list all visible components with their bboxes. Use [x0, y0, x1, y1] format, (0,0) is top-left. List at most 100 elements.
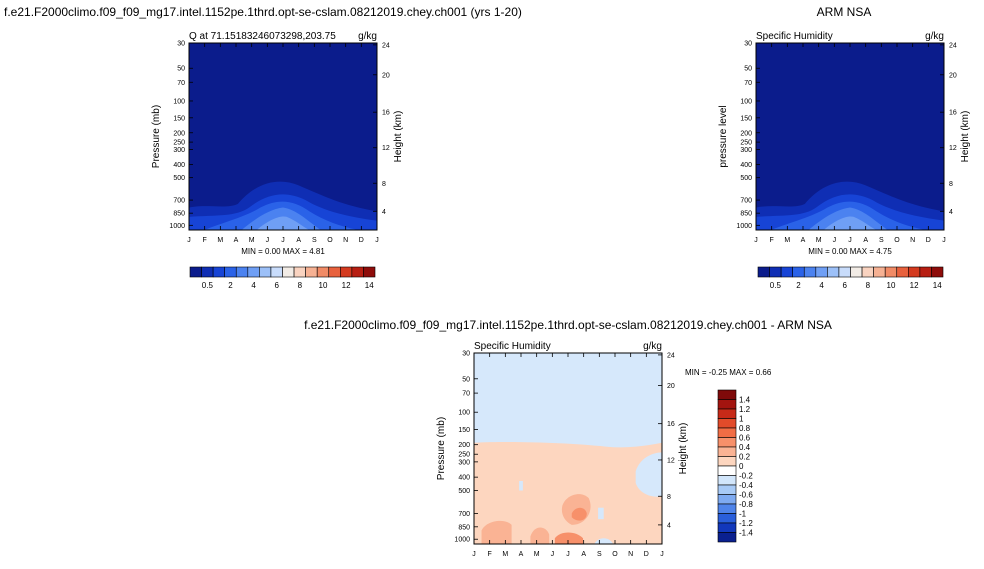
y-tick-label: 700 [740, 198, 752, 205]
colorbar-swatch [717, 456, 737, 467]
colorbar-swatch [769, 266, 782, 278]
y-axis-label: Pressure (mb) [436, 417, 447, 480]
y2-tick-label: 4 [949, 209, 953, 216]
colorbar-swatch [717, 408, 737, 419]
y-tick-label: 300 [458, 459, 470, 466]
x-tick-label: O [327, 237, 333, 244]
y-tick-label: 30 [744, 41, 752, 48]
colorbar-swatch [803, 266, 817, 278]
y-tick-label: 700 [458, 511, 470, 518]
x-tick-label: A [863, 237, 868, 244]
colorbar-label: -1.2 [739, 519, 753, 528]
colorbar-swatch [189, 266, 202, 278]
panel-diff-q: Specific Humidity g/kg J F M A M J J A S O N D J 30 50 70… [436, 341, 772, 558]
y2-tick-label: 8 [667, 494, 671, 501]
colorbar-label: 10 [319, 281, 328, 290]
colorbar-label: 4 [251, 281, 256, 290]
colorbar-swatch [884, 266, 898, 278]
x-tick-label: J [833, 237, 837, 244]
colorbar-label: 6 [274, 281, 279, 290]
colorbar-swatch [717, 437, 737, 448]
colorbar-swatch [351, 266, 364, 278]
y-tick-label: 1000 [454, 537, 470, 544]
y2-axis-label: Height (km) [393, 111, 404, 163]
colorbar-label: 0.8 [739, 424, 751, 433]
x-tick-label: N [343, 237, 348, 244]
stats-label: MIN = 0.00 MAX = 4.81 [241, 247, 325, 256]
x-tick-label: J [472, 551, 476, 558]
x-tick-label: D [644, 551, 649, 558]
colorbar-label: 2 [228, 281, 233, 290]
colorbar-swatch [305, 266, 318, 278]
x-tick-label: D [359, 237, 364, 244]
colorbar-swatch [717, 503, 737, 514]
y-tick-label: 850 [740, 211, 752, 218]
y2-tick-label: 20 [382, 72, 390, 79]
y2-tick-label: 16 [667, 421, 675, 428]
colorbar-swatch [717, 389, 737, 400]
colorbar-label: 12 [342, 281, 351, 290]
y2-tick-label: 16 [949, 110, 957, 117]
y-tick-label: 50 [462, 376, 470, 383]
colorbar-swatch [757, 266, 770, 278]
colorbar-swatch [908, 266, 921, 278]
colorbar-swatch [340, 266, 353, 278]
y-tick-label: 850 [173, 211, 185, 218]
y-axis-label: Pressure (mb) [151, 105, 162, 168]
colorbar-swatch [717, 522, 737, 533]
y-tick-label: 400 [173, 162, 185, 169]
colorbar-label: 10 [887, 281, 896, 290]
y2-tick-label: 16 [382, 110, 390, 117]
colorbar-label: 4 [819, 281, 824, 290]
colorbar-swatch [931, 266, 944, 278]
negative-spot [519, 480, 523, 491]
x-tick-label: M [249, 237, 255, 244]
positive-blob [554, 532, 584, 544]
y-tick-label: 850 [458, 524, 470, 531]
colorbar-swatch [717, 399, 737, 410]
x-tick-label: D [926, 237, 931, 244]
contour-level-5 [823, 216, 877, 230]
y-tick-label: 250 [458, 452, 470, 459]
colorbar-swatch [224, 266, 237, 278]
y2-tick-label: 4 [667, 522, 671, 529]
colorbar-label: 1.4 [739, 396, 751, 405]
colorbar-swatch [717, 465, 737, 476]
y-tick-label: 50 [744, 66, 752, 73]
x-tick-label: M [784, 237, 790, 244]
y2-tick-label: 24 [949, 42, 957, 49]
y-tick-label: 30 [177, 41, 185, 48]
x-tick-label: A [801, 237, 806, 244]
colorbar-swatch [717, 418, 737, 429]
x-tick-label: J [754, 237, 758, 244]
positive-blob [481, 520, 512, 544]
colorbar-swatch [815, 266, 828, 278]
colorbar-label: 0.5 [202, 281, 214, 290]
x-tick-label: N [628, 551, 633, 558]
colorbar-swatch [827, 266, 840, 278]
y-tick-label: 400 [740, 162, 752, 169]
y2-tick-label: 24 [382, 42, 390, 49]
x-tick-label: J [266, 237, 270, 244]
x-tick-label: J [375, 237, 379, 244]
units-label: g/kg [643, 341, 662, 352]
colorbar-swatch [792, 266, 805, 278]
colorbar-swatch [201, 266, 214, 278]
positive-core [571, 507, 587, 521]
y-tick-label: 70 [744, 80, 752, 87]
y-tick-label: 50 [177, 66, 185, 73]
x-tick-label: S [312, 237, 317, 244]
units-label: g/kg [358, 31, 377, 42]
x-tick-label: A [296, 237, 301, 244]
colorbar-swatch [328, 266, 341, 278]
y2-axis-label: Height (km) [678, 423, 689, 475]
y-tick-label: 150 [740, 115, 752, 122]
x-tick-label: M [217, 237, 223, 244]
y-axis-label: pressure level [718, 105, 729, 167]
colorbar-swatch [293, 266, 306, 278]
y-tick-label: 30 [462, 351, 470, 358]
y-tick-label: 70 [177, 80, 185, 87]
y-tick-label: 500 [458, 488, 470, 495]
y-tick-label: 300 [173, 147, 185, 154]
y-tick-label: 100 [740, 98, 752, 105]
